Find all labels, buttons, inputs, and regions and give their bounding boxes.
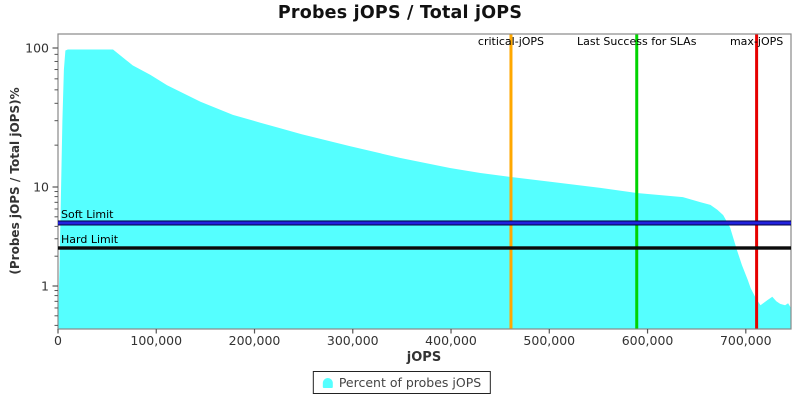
y-tick-label: 10	[33, 180, 49, 195]
probes-jops-area	[58, 49, 791, 329]
vertical-marker-label: critical-jOPS	[478, 35, 544, 48]
soft-limit-edge	[58, 220, 791, 222]
legend-label: Percent of probes jOPS	[338, 375, 482, 390]
vertical-marker-label: max-jOPS	[730, 35, 783, 48]
chart-title: Probes jOPS / Total jOPS	[277, 3, 523, 23]
vertical-marker-label: Last Success for SLAs	[577, 35, 697, 48]
x-tick-label: 500,000	[523, 333, 575, 348]
last-success-for-slas-marker-line	[635, 34, 639, 329]
area-series-swatch-icon	[322, 377, 333, 388]
x-tick-label: 400,000	[425, 333, 477, 348]
max-jops-marker-line	[755, 34, 759, 329]
x-tick-label: 200,000	[229, 333, 281, 348]
hard-limit-label: Hard Limit	[61, 233, 119, 246]
y-axis-label: (Probes jOPS / Total jOPS)%	[8, 87, 22, 275]
hard-limit-line	[58, 246, 791, 250]
critical-jops-marker-line	[509, 34, 513, 329]
x-tick-label: 600,000	[622, 333, 674, 348]
y-tick-label: 100	[25, 41, 49, 56]
x-tick-label: 100,000	[130, 333, 182, 348]
x-tick-label: 700,000	[720, 333, 772, 348]
soft-limit-label: Soft Limit	[61, 208, 114, 221]
soft-limit-edge	[58, 224, 791, 226]
x-tick-label: 0	[54, 333, 62, 348]
y-tick-label: 1	[41, 279, 49, 294]
x-axis-label: jOPS	[406, 350, 442, 365]
x-tick-label: 300,000	[327, 333, 379, 348]
legend: Percent of probes jOPS	[312, 371, 492, 394]
plot-border	[57, 33, 792, 330]
soft-limit-line	[58, 221, 791, 225]
